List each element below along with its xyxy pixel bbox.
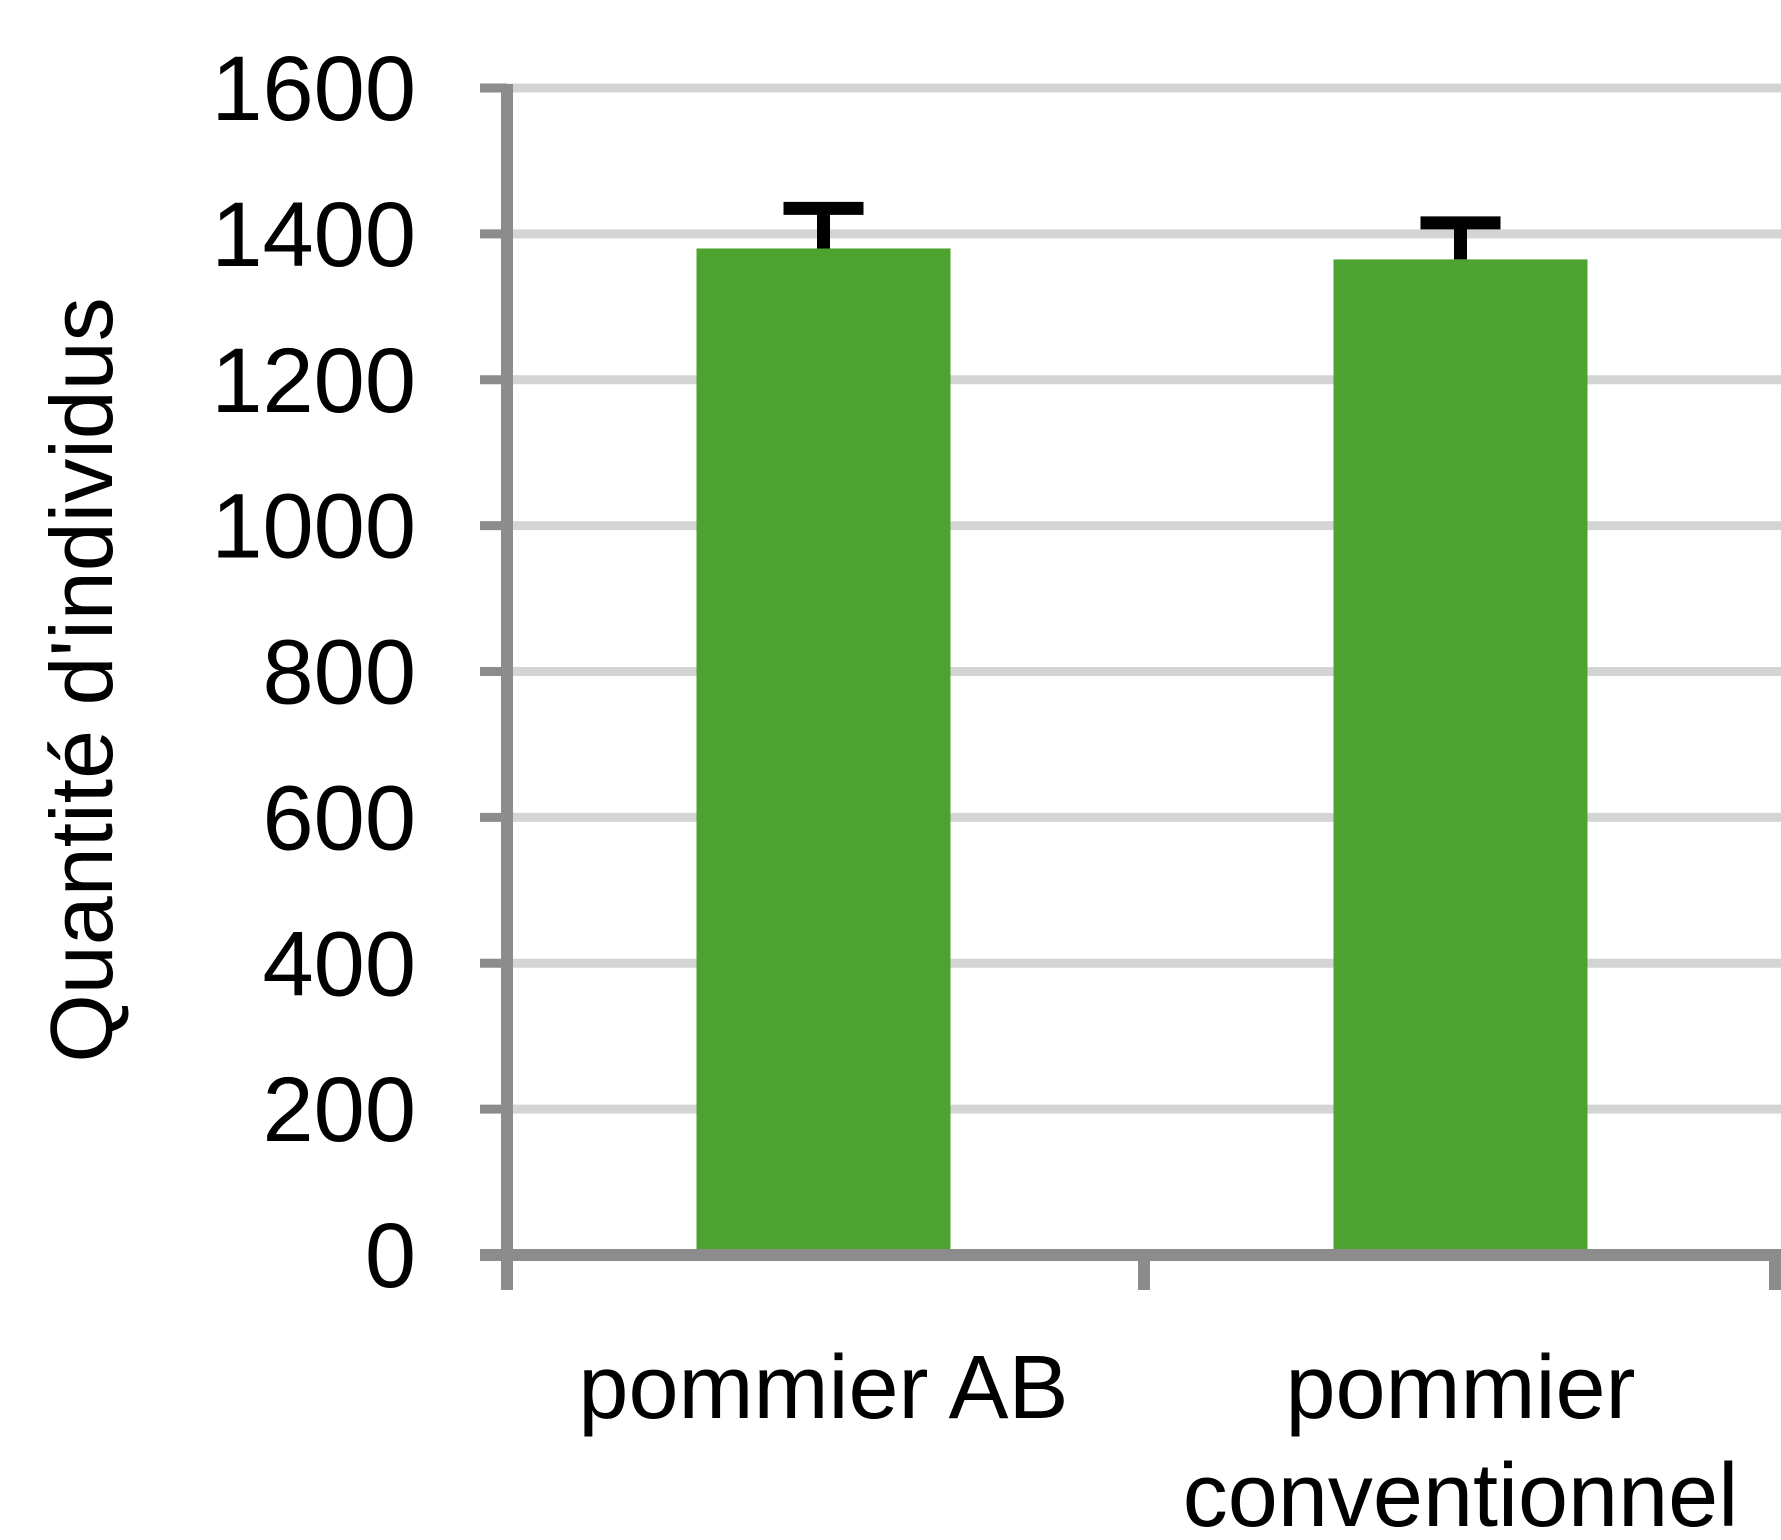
y-tick-labels: 0 200 400 600 800 1000 1200 1400 1600 [211, 38, 416, 1307]
bars [696, 248, 1588, 1255]
error-bars [783, 201, 1501, 260]
y-axis-title: Quantité d'individus [32, 297, 131, 1062]
y-tick-label: 1000 [211, 476, 416, 578]
y-tick-label: 1400 [211, 184, 416, 286]
y-tick-label: 1600 [211, 38, 416, 140]
axes [480, 83, 1781, 1290]
x-category-label: pommier AB [578, 1338, 1068, 1438]
y-tick-label: 0 [365, 1205, 416, 1307]
y-tick-label: 800 [263, 622, 417, 724]
y-tick-label: 400 [263, 913, 417, 1015]
bar [1333, 259, 1588, 1255]
x-category-label: conventionnel [1183, 1446, 1738, 1540]
x-category-label: pommier [1285, 1338, 1635, 1438]
y-tick-label: 1200 [211, 330, 416, 432]
y-tick-label: 600 [263, 767, 417, 869]
y-tick-label: 200 [263, 1059, 417, 1161]
bar [696, 248, 951, 1255]
